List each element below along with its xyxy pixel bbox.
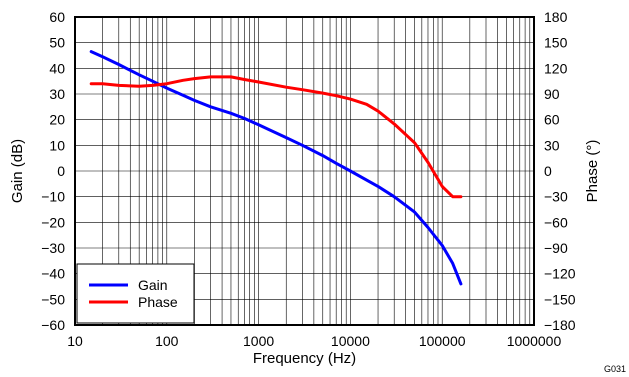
tick-labels: 10 100 1000 10000 100000 10000006050403020100…: [41, 9, 575, 349]
x-tick-label: 10: [67, 333, 83, 349]
phase-line: [89, 75, 463, 199]
y2-tick-label: 30: [544, 137, 560, 153]
gain-line: [89, 50, 463, 286]
y2-tick-label: 60: [544, 112, 560, 128]
y-tick-label: 50: [49, 35, 65, 51]
y-tick-label: −60: [41, 317, 65, 333]
y2-tick-label: 180: [544, 9, 568, 25]
y-tick-label: 60: [49, 9, 65, 25]
y-tick-label: 20: [49, 112, 65, 128]
y2-tick-label: −150: [544, 291, 576, 307]
y2-tick-label: 90: [544, 86, 560, 102]
x-tick-label: 1000000: [507, 333, 562, 349]
y-tick-label: 10: [49, 137, 65, 153]
y-tick-label: −20: [41, 214, 65, 230]
x-tick-label: 1000: [243, 333, 274, 349]
legend-box: [76, 263, 195, 324]
legend-phase-label: Phase: [138, 294, 178, 310]
x-tick-label: 100: [155, 333, 179, 349]
y2-tick-label: 120: [544, 60, 568, 76]
y2-tick-label: −30: [544, 189, 568, 205]
y-tick-label: −30: [41, 240, 65, 256]
y2-tick-label: −180: [544, 317, 576, 333]
y2-tick-label: −120: [544, 266, 576, 282]
y2-tick-label: −60: [544, 214, 568, 230]
plot-frame: [74, 16, 535, 326]
figure-id: G031: [604, 364, 626, 374]
y-tick-label: 30: [49, 86, 65, 102]
y-tick-label: 40: [49, 60, 65, 76]
y-tick-label: −50: [41, 291, 65, 307]
y2-tick-label: 0: [544, 163, 552, 179]
x-tick-label: 100000: [419, 333, 466, 349]
y-tick-label: −40: [41, 266, 65, 282]
y2-tick-label: −90: [544, 240, 568, 256]
legend: Gain Phase: [76, 263, 195, 324]
series-lines: [89, 50, 463, 286]
x-axis-label: Frequency (Hz): [253, 350, 356, 367]
y-tick-label: −10: [41, 189, 65, 205]
x-tick-label: 10000: [331, 333, 370, 349]
legend-gain-label: Gain: [138, 277, 168, 293]
y-axis-label: Gain (dB): [9, 139, 26, 203]
y2-axis-label: Phase (°): [584, 140, 601, 203]
y-tick-label: 0: [57, 163, 65, 179]
y2-tick-label: 150: [544, 35, 568, 51]
